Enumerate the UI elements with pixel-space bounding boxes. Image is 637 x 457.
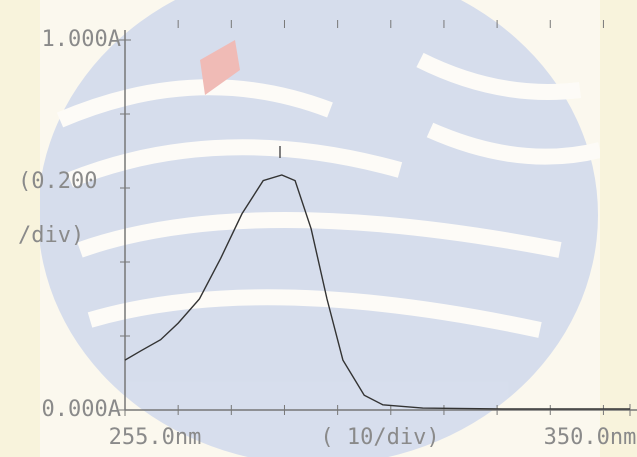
x-tick-label: 255.0nm xyxy=(109,425,202,450)
y-axis-label: (0.200 xyxy=(18,169,97,194)
y-axis-label: /div) xyxy=(18,223,84,248)
y-tick-label: 1.000A xyxy=(42,27,121,52)
y-tick-label: 0.000A xyxy=(42,397,121,422)
spectrum-line xyxy=(124,174,630,410)
x-axis-label: ( 10/div) xyxy=(320,425,439,450)
x-tick-label: 350.0nm xyxy=(544,425,637,450)
